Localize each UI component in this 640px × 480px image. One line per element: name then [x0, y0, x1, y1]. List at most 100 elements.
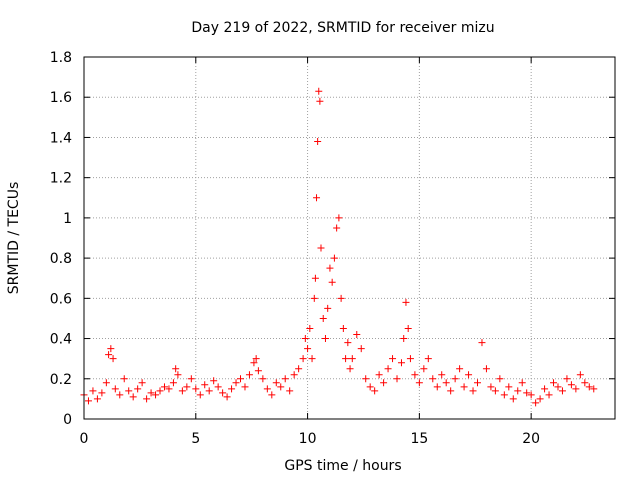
data-point — [138, 379, 146, 387]
data-point — [281, 375, 289, 383]
y-tick-label: 0.4 — [50, 332, 72, 348]
data-point — [201, 381, 209, 389]
y-tick-label: 1.6 — [50, 90, 72, 106]
data-point — [295, 365, 303, 373]
data-point — [259, 375, 267, 383]
data-point — [393, 375, 401, 383]
data-point — [404, 325, 412, 332]
data-point — [420, 365, 428, 373]
data-point — [581, 379, 589, 387]
y-tick-label: 1.8 — [50, 50, 72, 66]
data-point — [576, 371, 584, 379]
x-tick-label: 0 — [80, 431, 89, 447]
data-point — [241, 383, 249, 391]
data-point — [406, 355, 414, 363]
data-point — [165, 385, 173, 393]
data-point — [311, 274, 319, 282]
data-point — [411, 371, 419, 379]
data-point — [277, 383, 285, 391]
data-point — [317, 244, 325, 252]
data-point — [527, 391, 535, 399]
data-point — [228, 385, 236, 393]
data-point — [438, 371, 446, 379]
data-point — [326, 264, 334, 272]
data-point — [286, 387, 294, 395]
data-point — [107, 345, 115, 353]
data-point — [400, 335, 408, 343]
y-tick-label: 1.2 — [50, 171, 72, 187]
x-tick-label: 5 — [191, 431, 200, 447]
data-point — [563, 375, 571, 383]
data-point — [523, 389, 531, 397]
data-point — [321, 335, 329, 343]
data-point — [456, 365, 464, 373]
data-point — [237, 375, 245, 383]
data-point — [337, 294, 345, 302]
data-point — [572, 385, 580, 393]
data-point — [469, 387, 477, 395]
data-point — [328, 278, 336, 286]
data-point — [330, 254, 338, 262]
data-point — [429, 375, 437, 383]
data-point — [567, 381, 575, 389]
axis-ticks — [83, 56, 615, 420]
data-point — [268, 391, 276, 399]
data-point — [500, 391, 508, 399]
data-point — [316, 97, 324, 105]
x-tick-labels: 0 5 10 15 20 — [80, 431, 541, 447]
chart-title: Day 219 of 2022, SRMTID for receiver miz… — [191, 20, 494, 36]
data-point — [384, 365, 392, 373]
data-point — [183, 383, 191, 391]
data-point — [105, 351, 113, 359]
data-point — [192, 385, 200, 393]
data-point — [84, 397, 92, 405]
data-point — [585, 383, 593, 391]
data-point — [93, 395, 101, 403]
data-point — [223, 393, 231, 401]
data-point — [178, 387, 186, 395]
data-point — [424, 355, 432, 363]
data-point — [125, 387, 133, 395]
data-point — [402, 298, 410, 306]
data-point — [541, 385, 549, 393]
data-point — [301, 335, 309, 343]
data-point — [299, 355, 307, 363]
data-point — [109, 355, 117, 363]
data-point — [339, 325, 347, 332]
data-point — [252, 355, 260, 363]
y-tick-label: 0 — [63, 412, 72, 428]
data-point — [415, 379, 423, 387]
data-point — [357, 345, 365, 353]
data-point — [532, 399, 540, 407]
data-point — [536, 395, 544, 403]
plot-frame — [83, 56, 616, 420]
data-point — [210, 377, 218, 385]
y-tick-labels: 0 0.2 0.4 0.6 0.8 1 1.2 1.4 1.6 1.8 — [50, 50, 72, 428]
data-point — [460, 383, 468, 391]
x-axis-label: GPS time / hours — [284, 458, 401, 474]
grid-lines — [84, 57, 615, 419]
data-point — [366, 383, 374, 391]
data-point — [196, 391, 204, 399]
data-point — [514, 387, 522, 395]
data-point — [371, 387, 379, 395]
data-point — [333, 224, 341, 232]
data-point — [272, 379, 280, 387]
data-point — [487, 383, 495, 391]
data-point — [442, 379, 450, 387]
data-point — [433, 383, 441, 391]
data-point — [491, 387, 499, 395]
data-point — [134, 385, 142, 393]
data-point — [335, 214, 343, 222]
y-tick-label: 1.4 — [50, 130, 72, 146]
data-point — [147, 389, 155, 397]
data-point — [263, 385, 271, 393]
data-point — [344, 339, 352, 347]
data-point — [250, 359, 258, 367]
data-point — [315, 87, 323, 95]
data-point — [290, 371, 298, 379]
data-point — [89, 387, 97, 395]
data-point — [505, 383, 513, 391]
y-tick-label: 0.8 — [50, 251, 72, 267]
data-point — [473, 379, 481, 387]
